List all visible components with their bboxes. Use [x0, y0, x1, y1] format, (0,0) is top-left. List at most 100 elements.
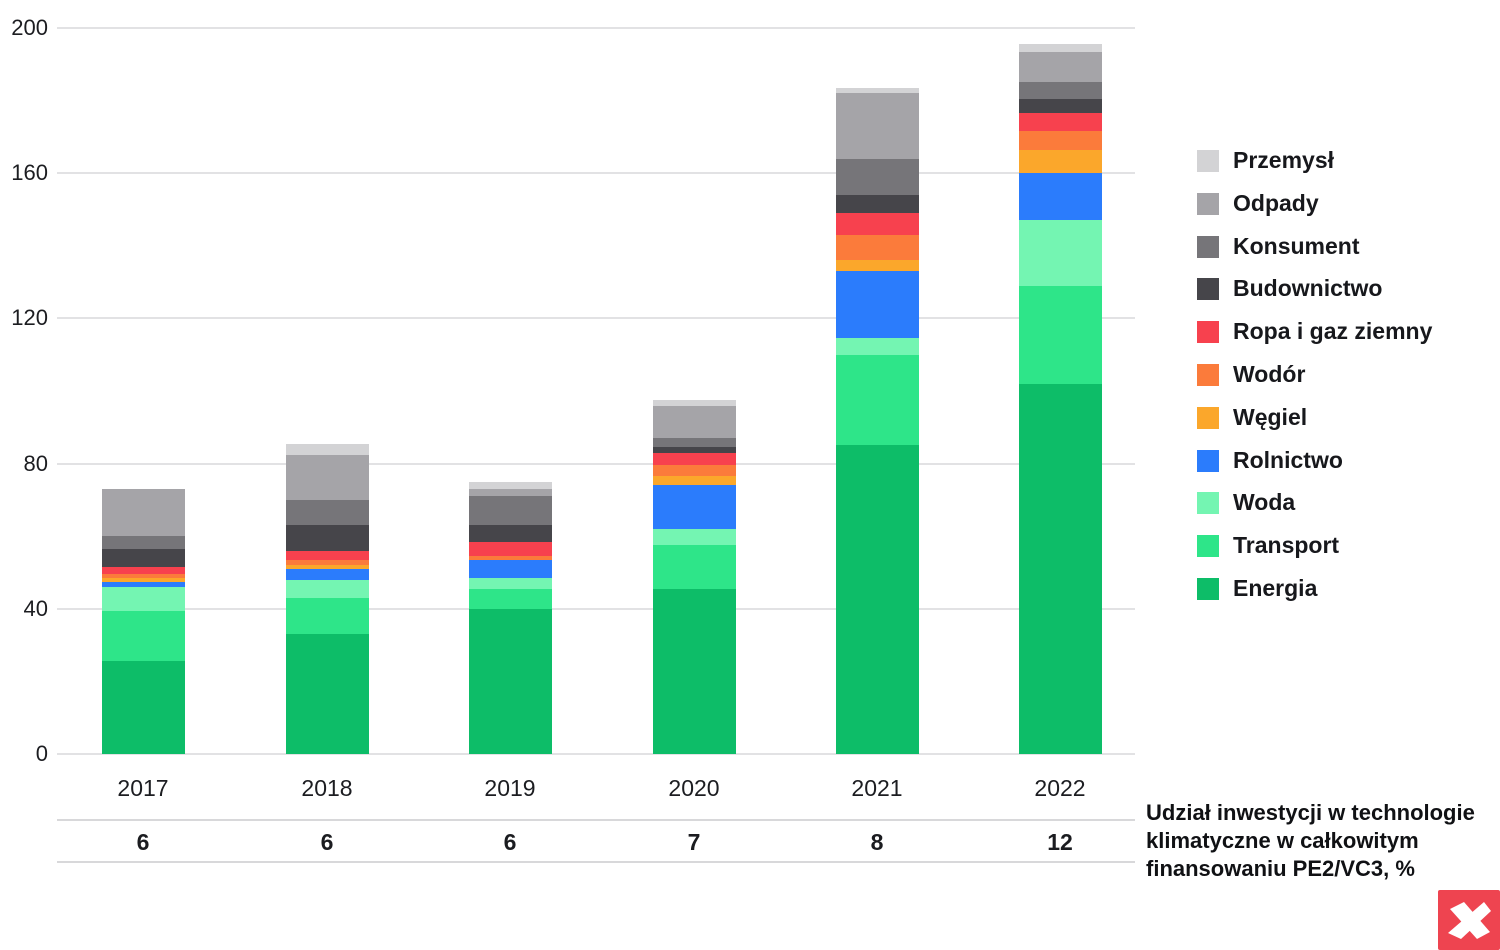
bar-segment-2022-wod-r: [1018, 131, 1102, 150]
bar-segment-2017-ropa-i-gaz-ziemny: [101, 567, 185, 575]
share-row-bottom-rule: [57, 861, 1135, 863]
bar-segment-2020-rolnictwo: [652, 485, 736, 529]
share-row-top-rule: [57, 819, 1135, 821]
bar-segment-2021-konsument: [835, 158, 919, 195]
bar-segment-2021-transport: [835, 354, 919, 446]
bar-segment-2021-przemys-: [835, 87, 919, 94]
bar-segment-2022-transport: [1018, 285, 1102, 384]
bar-segment-2019-transport: [468, 588, 552, 609]
x-axis-label-2017: 2017: [117, 775, 169, 801]
y-axis-tick-label: 0: [35, 741, 48, 766]
bar-segment-2022-w-giel: [1018, 149, 1102, 174]
legend-label: Transport: [1233, 532, 1340, 559]
bar-segment-2022-przemys-: [1018, 44, 1102, 52]
legend-label: Budownictwo: [1233, 275, 1383, 302]
legend-label: Wodór: [1233, 361, 1306, 387]
legend-swatch: [1197, 235, 1219, 258]
bar-segment-2017-woda: [101, 587, 185, 611]
legend-label: Konsument: [1233, 232, 1360, 259]
share-value-2021: 8: [870, 829, 884, 855]
bar-segment-2017-konsument: [101, 536, 185, 549]
bar-segment-2017-wod-r: [101, 574, 185, 578]
bar-segment-2018-w-giel: [285, 565, 369, 569]
bar-segment-2018-odpady: [285, 454, 369, 500]
bar-segment-2019-budownictwo: [468, 525, 552, 542]
gridline-y160: [57, 172, 1135, 175]
legend-label: Energia: [1233, 575, 1318, 601]
share-value-2022: 12: [1047, 829, 1073, 855]
logo-x-glyph: [1448, 902, 1491, 939]
bar-segment-2021-rolnictwo: [835, 271, 919, 339]
bar-segment-2020-woda: [652, 528, 736, 546]
bar-segment-2020-transport: [652, 545, 736, 589]
x-axis-label-2020: 2020: [668, 775, 720, 801]
bar-segment-2021-ropa-i-gaz-ziemny: [835, 213, 919, 235]
bar-segment-2020-ropa-i-gaz-ziemny: [652, 452, 736, 466]
bar-segment-2019-przemys-: [468, 481, 552, 489]
legend-label: Woda: [1233, 489, 1296, 516]
bar-segment-2018-ropa-i-gaz-ziemny: [285, 550, 369, 560]
bar-segment-2020-energia: [652, 588, 736, 754]
bar-segment-2019-energia: [468, 608, 552, 754]
bar-segment-2017-rolnictwo: [101, 581, 185, 587]
bar-segment-2021-energia: [835, 445, 919, 754]
bar-segment-2022-odpady: [1018, 51, 1102, 83]
bar-segment-2021-woda: [835, 338, 919, 355]
bar-segment-2017-transport: [101, 610, 185, 662]
bar-segment-2018-rolnictwo: [285, 568, 369, 580]
x-axis-label-2018: 2018: [301, 775, 353, 801]
bar-segment-2019-odpady: [468, 489, 552, 497]
bar-segment-2018-energia: [285, 634, 369, 754]
share-value-2020: 7: [687, 829, 701, 855]
bar-segment-2017-odpady: [101, 489, 185, 537]
legend-swatch: [1197, 192, 1219, 215]
gridline-y0: [57, 753, 1135, 755]
share-value-2018: 6: [320, 829, 334, 855]
bar-segment-2020-budownictwo: [652, 447, 736, 453]
y-axis-tick-label: 200: [11, 15, 48, 40]
bar-segment-2022-budownictwo: [1018, 98, 1102, 114]
legend-swatch: [1197, 578, 1219, 600]
bar-segment-2017-energia: [101, 661, 185, 754]
legend-label: Przemysł: [1233, 147, 1335, 173]
xtb-logo: [1438, 890, 1500, 950]
bar-segment-2018-transport: [285, 597, 369, 635]
bar-segment-2019-konsument: [468, 496, 552, 526]
share-value-2017: 6: [136, 829, 150, 855]
legend-label: Ropa i gaz ziemny: [1233, 318, 1433, 345]
legend-swatch: [1197, 449, 1219, 472]
legend-label: Rolnictwo: [1233, 446, 1343, 473]
gridline-y40: [57, 607, 1135, 610]
bar-segment-2019-wod-r: [468, 556, 552, 560]
bar-segment-2020-odpady: [652, 405, 736, 439]
x-axis-label-2021: 2021: [851, 775, 903, 801]
secondary-axis-caption: Udział inwestycji w technologie klimatyc…: [1146, 800, 1475, 881]
bar-segment-2021-odpady: [835, 93, 919, 159]
bar-segment-2018-wod-r: [285, 559, 369, 566]
x-axis-label-2019: 2019: [484, 775, 536, 801]
bar-segment-2018-przemys-: [285, 443, 369, 455]
legend-swatch: [1197, 278, 1219, 301]
bar-segment-2020-konsument: [652, 438, 736, 448]
bar-segment-2017-budownictwo: [101, 548, 185, 568]
y-axis-tick-label: 120: [11, 305, 48, 331]
legend-swatch: [1197, 364, 1219, 386]
legend-label: Węgiel: [1233, 403, 1308, 430]
gridline-y200: [57, 27, 1135, 29]
bar-segment-2020-przemys-: [652, 400, 736, 406]
gridline-y80: [57, 462, 1135, 465]
legend-label: Odpady: [1233, 189, 1319, 216]
bar-segment-2022-woda: [1018, 220, 1102, 286]
bar-segment-2022-konsument: [1018, 82, 1102, 99]
bar-segment-2019-ropa-i-gaz-ziemny: [468, 541, 552, 557]
x-axis-label-2022: 2022: [1034, 775, 1086, 801]
share-value-2019: 6: [503, 829, 517, 855]
bar-segment-2021-budownictwo: [835, 194, 919, 214]
legend-swatch: [1197, 535, 1219, 558]
bar-segment-2018-woda: [285, 579, 369, 598]
bar-segment-2018-konsument: [285, 499, 369, 526]
bar-segment-2019-rolnictwo: [468, 559, 552, 578]
legend-swatch: [1197, 321, 1219, 344]
legend-swatch: [1197, 150, 1219, 172]
